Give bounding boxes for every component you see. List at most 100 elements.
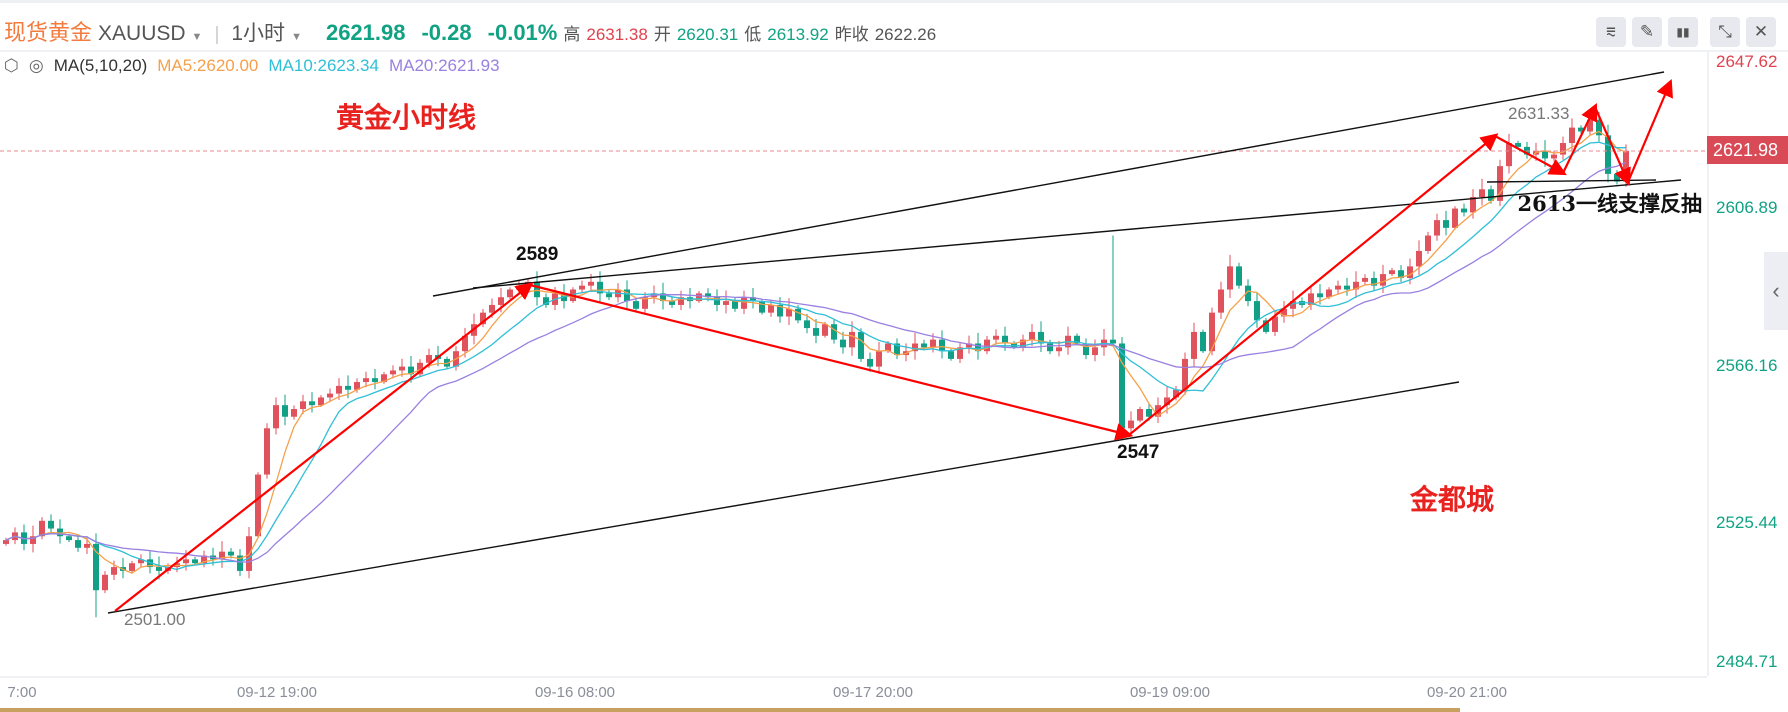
ma20-line — [5, 161, 1627, 563]
x-tick: 09-19 09:00 — [1129, 684, 1211, 701]
candle-body — [1452, 208, 1458, 228]
candle-body — [1317, 293, 1323, 298]
instrument-title[interactable]: 现货黄金 — [4, 20, 93, 45]
candle-body — [1119, 343, 1125, 429]
candle-body — [1020, 339, 1026, 348]
candle-body — [489, 304, 495, 313]
price-axis[interactable]: 2647.62 2606.89 2566.16 2525.44 2484.71 — [1707, 52, 1788, 676]
candle-body — [957, 347, 963, 359]
y-tick: 2606.89 — [1716, 198, 1778, 217]
candle-body — [228, 551, 234, 556]
trend-line — [1486, 179, 1657, 183]
red-arrow — [529, 283, 1134, 441]
candle-body — [543, 297, 549, 305]
candle-body — [1353, 281, 1359, 290]
candle-body — [183, 559, 189, 564]
prev-close-label: 昨收 — [834, 25, 869, 44]
candle-body — [48, 520, 54, 529]
candle-body — [156, 567, 162, 571]
compress-icon: ⤡ — [1718, 22, 1732, 41]
candle-body — [867, 358, 873, 367]
candle-body — [1434, 220, 1440, 236]
candle-body — [39, 520, 45, 537]
ma-label: MA(5,10,20) — [53, 56, 148, 75]
candle-body — [534, 281, 540, 298]
candle-body — [723, 301, 729, 305]
candle-body — [894, 343, 900, 356]
candle-body — [1578, 127, 1584, 132]
time-axis[interactable]: 7:00 09-12 19:00 09-16 08:00 09-17 20:00… — [0, 676, 1707, 712]
candle-body — [390, 370, 396, 375]
candle-body — [705, 293, 711, 298]
draw-button[interactable]: ✎ — [1632, 17, 1662, 47]
candle-body — [318, 397, 324, 406]
candle-body — [714, 297, 720, 305]
candle-body — [1029, 331, 1035, 340]
ma5-line — [5, 130, 1627, 574]
settings-icon[interactable]: ⬡ — [4, 56, 19, 75]
candle-body — [363, 378, 369, 383]
trend-line — [472, 179, 1682, 289]
candle-body — [1182, 358, 1188, 390]
interval-select[interactable]: 1小时 — [231, 22, 286, 45]
expand-panel-button[interactable]: ‹ — [1764, 252, 1788, 330]
candle-body — [219, 551, 225, 560]
y-tick: 2484.71 — [1716, 652, 1778, 671]
candle-body — [804, 320, 810, 329]
candle-body — [237, 555, 243, 571]
close-button[interactable]: ✕ — [1746, 17, 1776, 47]
candle-body — [813, 328, 819, 336]
candle-body — [300, 401, 306, 410]
visibility-icon[interactable]: ◎ — [28, 56, 44, 75]
candle-body — [129, 563, 135, 571]
candle-body — [1074, 335, 1080, 344]
x-tick: 09-20 21:00 — [1426, 684, 1508, 701]
open-label: 开 — [653, 25, 671, 44]
symbol[interactable]: XAUUSD — [98, 22, 186, 45]
candle-body — [1587, 119, 1593, 132]
candle-body — [831, 324, 837, 340]
price-change-pct: -0.01% — [487, 20, 558, 45]
candle-body — [1497, 166, 1503, 201]
ma20-value: MA20:2621.93 — [388, 56, 500, 75]
candle-body — [480, 312, 486, 325]
interval-dropdown-icon[interactable]: ▼ — [291, 31, 302, 43]
candle-body — [57, 528, 63, 537]
candle-body — [1398, 270, 1404, 278]
candle-body — [696, 293, 702, 302]
candle-body — [75, 540, 81, 548]
candle-body — [1245, 285, 1251, 302]
high-marker: 2631.33 — [1508, 104, 1570, 123]
candle-body — [255, 474, 261, 537]
candlestick-chart[interactable] — [0, 0, 1707, 676]
candle-body — [1083, 343, 1089, 356]
candle-body — [786, 308, 792, 317]
candle-body — [876, 351, 882, 367]
candle-body — [1506, 143, 1512, 167]
candle-body — [1263, 320, 1269, 332]
candle-body — [642, 297, 648, 309]
candle-body — [939, 339, 945, 352]
candle-body — [273, 405, 279, 429]
y-tick: 2566.16 — [1716, 356, 1778, 375]
chart-header: 现货黄金 XAUUSD ▼ | 1小时 ▼ 2621.98 -0.28 -0.0… — [0, 0, 1788, 52]
candle-body — [1344, 285, 1350, 290]
candle-body — [192, 559, 198, 564]
x-tick: 09-17 20:00 — [832, 684, 914, 701]
x-tick: 7:00 — [7, 684, 37, 701]
candle-body — [1173, 389, 1179, 398]
candle-body — [1254, 301, 1260, 321]
chart-type-button[interactable]: ▮▮ — [1668, 17, 1698, 47]
candle-body — [291, 409, 297, 417]
candle-body — [1200, 331, 1206, 352]
symbol-dropdown-icon[interactable]: ▼ — [191, 31, 203, 43]
open-value: 2620.31 — [676, 25, 739, 44]
high-label: 高 — [563, 25, 581, 44]
candle-body — [498, 297, 504, 305]
candle-body — [30, 536, 36, 544]
candle-body — [1191, 331, 1197, 359]
indicator-button[interactable]: ⩳ — [1596, 17, 1626, 47]
candle-body — [84, 543, 90, 548]
compress-button[interactable]: ⤡ — [1710, 17, 1740, 47]
chart-title-annotation: 黄金小时线 — [336, 101, 477, 134]
